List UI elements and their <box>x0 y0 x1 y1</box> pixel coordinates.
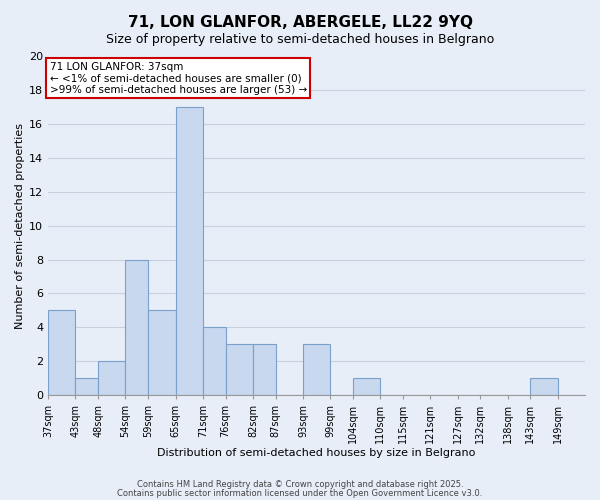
Text: Contains public sector information licensed under the Open Government Licence v3: Contains public sector information licen… <box>118 488 482 498</box>
Text: Size of property relative to semi-detached houses in Belgrano: Size of property relative to semi-detach… <box>106 32 494 46</box>
Bar <box>530 378 558 395</box>
Bar <box>48 310 76 395</box>
Text: 71, LON GLANFOR, ABERGELE, LL22 9YQ: 71, LON GLANFOR, ABERGELE, LL22 9YQ <box>128 15 473 30</box>
Bar <box>176 108 203 395</box>
Bar <box>203 327 226 395</box>
Text: Contains HM Land Registry data © Crown copyright and database right 2025.: Contains HM Land Registry data © Crown c… <box>137 480 463 489</box>
Bar <box>148 310 176 395</box>
Bar <box>253 344 275 395</box>
Bar <box>76 378 98 395</box>
Bar <box>125 260 148 395</box>
X-axis label: Distribution of semi-detached houses by size in Belgrano: Distribution of semi-detached houses by … <box>157 448 476 458</box>
Bar <box>353 378 380 395</box>
Y-axis label: Number of semi-detached properties: Number of semi-detached properties <box>15 122 25 328</box>
Bar <box>226 344 253 395</box>
Bar <box>303 344 330 395</box>
Bar <box>98 361 125 395</box>
Text: 71 LON GLANFOR: 37sqm
← <1% of semi-detached houses are smaller (0)
>99% of semi: 71 LON GLANFOR: 37sqm ← <1% of semi-deta… <box>50 62 307 95</box>
